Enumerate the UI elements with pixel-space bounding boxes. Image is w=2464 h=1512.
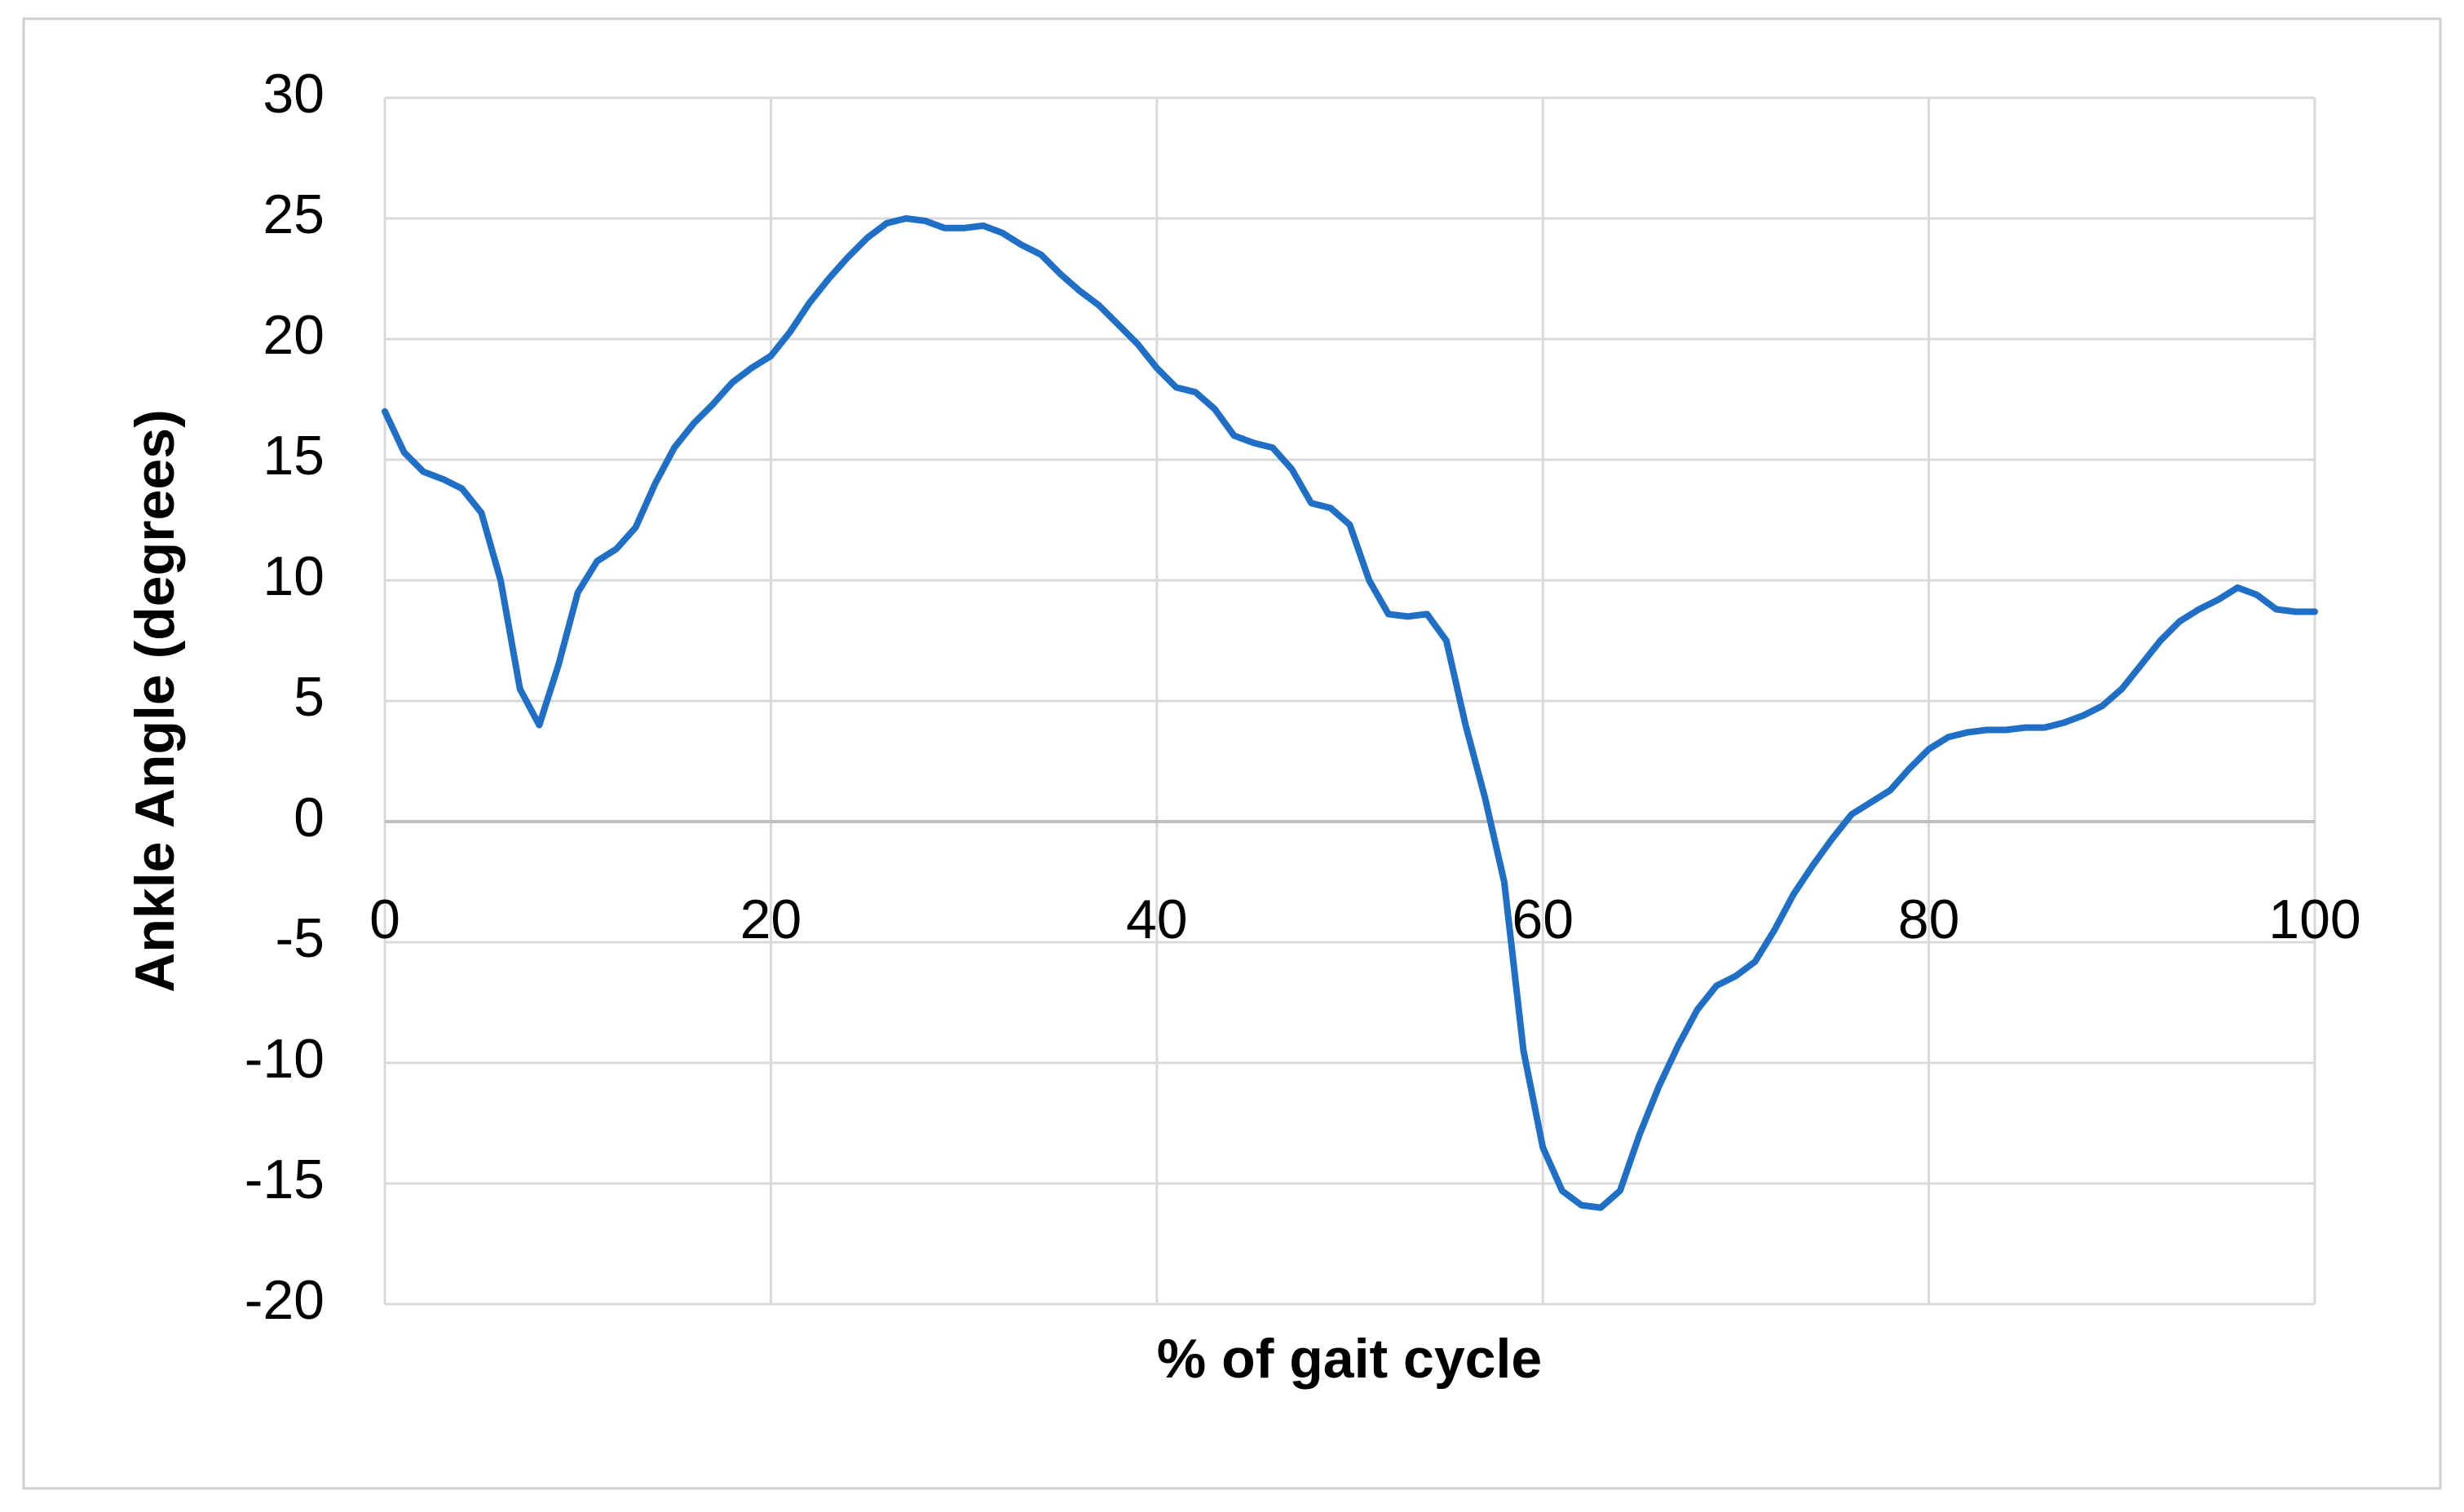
y-tick-label: 0 bbox=[294, 787, 325, 849]
y-tick-label: 15 bbox=[263, 425, 325, 487]
data-line bbox=[382, 215, 2318, 1211]
y-tick-label: -5 bbox=[276, 907, 325, 969]
x-tick-label: 40 bbox=[1126, 888, 1188, 950]
y-tick-label: 10 bbox=[263, 545, 325, 607]
y-tick-label: 5 bbox=[294, 666, 325, 728]
y-axis-title: Ankle Angle (degrees) bbox=[124, 409, 186, 992]
x-axis-title: % of gait cycle bbox=[1157, 1328, 1542, 1390]
y-tick-label: 20 bbox=[263, 304, 325, 366]
y-tick-label: -15 bbox=[245, 1148, 325, 1210]
y-tick-label: -10 bbox=[245, 1028, 325, 1090]
y-tick-label: 30 bbox=[263, 63, 325, 125]
x-tick-label: 20 bbox=[740, 888, 802, 950]
y-tick-label: -20 bbox=[245, 1269, 325, 1331]
y-tick-label: 25 bbox=[263, 183, 325, 245]
x-tick-label: 100 bbox=[2268, 888, 2360, 950]
x-tick-label: 0 bbox=[369, 888, 400, 950]
x-tick-label: 80 bbox=[1898, 888, 1960, 950]
x-tick-label: 60 bbox=[1512, 888, 1574, 950]
chart-frame bbox=[22, 17, 2442, 1490]
